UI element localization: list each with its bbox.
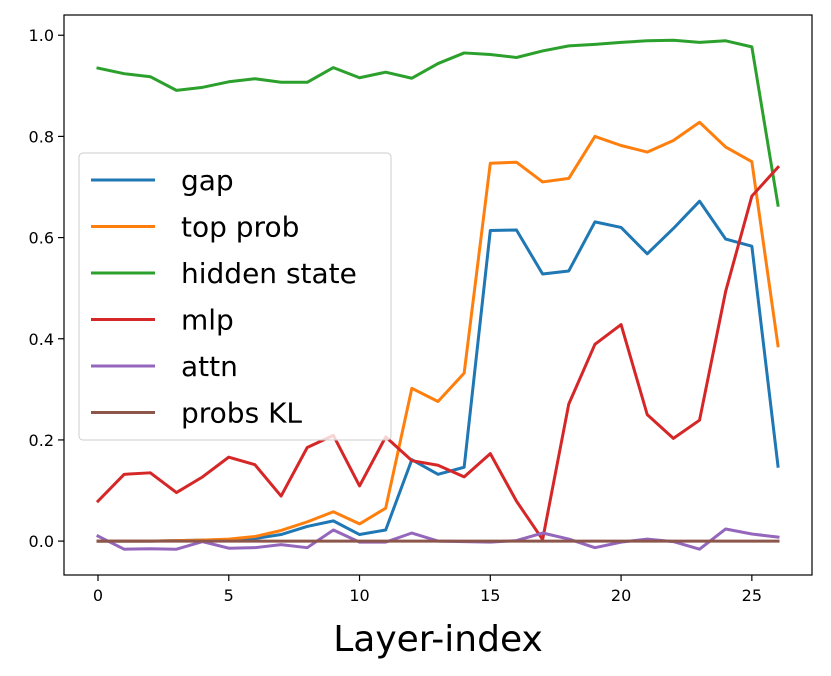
y-tick-label: 0.0 (29, 532, 54, 551)
legend: gap top prob hidden state mlp attn probs KL (78, 152, 392, 441)
y-tick-label: 0.2 (29, 431, 54, 450)
y-tick-label: 0.6 (29, 229, 54, 248)
legend-label: mlp (181, 304, 234, 337)
y-tick-label: 0.8 (29, 127, 54, 146)
series-line-mlp (95, 165, 781, 542)
series-line-hidden-state (96, 38, 780, 207)
y-tick-label: 0.4 (29, 330, 54, 349)
legend-box (78, 152, 392, 441)
x-tick-label: 10 (349, 586, 369, 605)
x-tick-label: 20 (611, 586, 631, 605)
legend-label: top prob (181, 211, 299, 244)
legend-label: probs KL (181, 397, 302, 430)
y-axis: 0.0 0.2 0.4 0.6 0.8 1.0 (29, 26, 64, 551)
x-axis-title: Layer-index (333, 619, 543, 660)
x-tick-label: 15 (480, 586, 500, 605)
legend-label: attn (181, 350, 238, 383)
plot-frame (63, 14, 813, 576)
x-tick-label: 0 (93, 586, 103, 605)
x-axis: 0 5 10 15 20 25 (93, 575, 762, 605)
legend-label: gap (181, 164, 234, 197)
x-tick-label: 25 (742, 586, 762, 605)
x-tick-label: 5 (224, 586, 234, 605)
y-tick-label: 1.0 (29, 26, 54, 45)
series-layer (95, 38, 781, 551)
legend-label: hidden state (181, 257, 357, 290)
